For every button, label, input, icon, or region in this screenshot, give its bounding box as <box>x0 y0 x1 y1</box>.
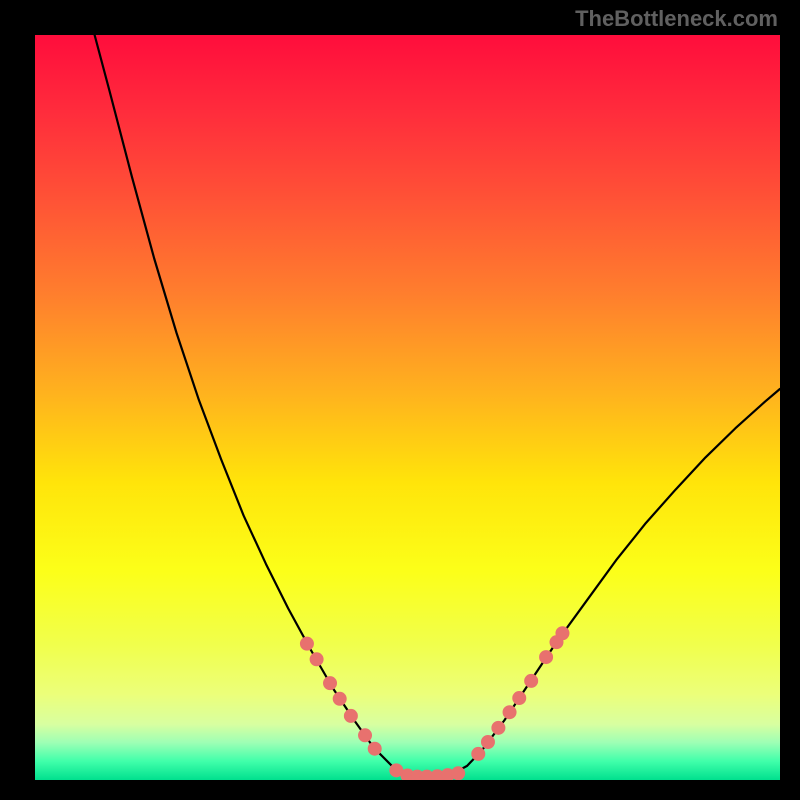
data-point <box>556 627 569 640</box>
data-point <box>359 729 372 742</box>
data-point <box>525 674 538 687</box>
data-point <box>492 721 505 734</box>
data-point <box>368 742 381 755</box>
data-point <box>324 677 337 690</box>
data-point <box>300 637 313 650</box>
data-point <box>503 706 516 719</box>
bottleneck-curve <box>95 35 780 777</box>
data-point <box>344 709 357 722</box>
plot-area <box>35 35 780 780</box>
chart-root: TheBottleneck.com <box>0 0 800 800</box>
data-point <box>333 692 346 705</box>
plot-svg-overlay <box>35 35 780 780</box>
data-point <box>472 747 485 760</box>
data-point <box>481 736 494 749</box>
data-point <box>540 651 553 664</box>
data-point <box>452 767 465 780</box>
data-point <box>310 653 323 666</box>
data-point <box>513 692 526 705</box>
watermark-text: TheBottleneck.com <box>575 6 778 32</box>
data-markers <box>300 627 569 780</box>
